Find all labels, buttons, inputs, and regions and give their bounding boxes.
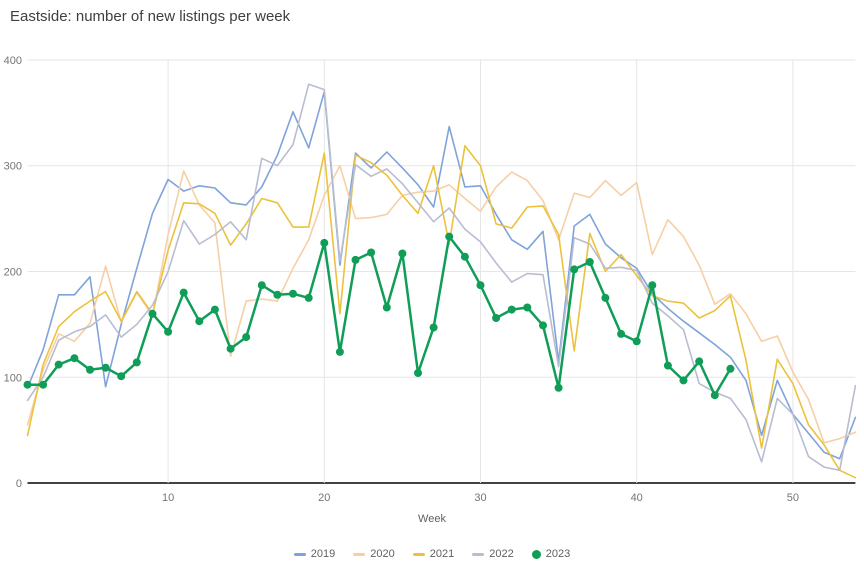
series-marker-2023 xyxy=(414,369,422,377)
series-marker-2023 xyxy=(273,290,282,299)
series-marker-2023 xyxy=(320,238,329,247)
series-line-2023 xyxy=(26,235,732,397)
series-marker-2023 xyxy=(86,365,94,374)
series-marker-2023 xyxy=(570,265,579,274)
series-marker-2023 xyxy=(679,376,688,385)
series-marker-2023 xyxy=(101,363,110,372)
x-tick-label: 20 xyxy=(318,492,330,504)
series-marker-2023 xyxy=(460,252,469,261)
series-marker-2023 xyxy=(23,380,32,389)
legend-item-2020[interactable]: 2020 xyxy=(353,548,395,560)
x-tick-label: 10 xyxy=(162,492,174,504)
series-marker-2023 xyxy=(695,357,704,366)
series-line-2021 xyxy=(26,144,857,479)
legend-label-2019: 2019 xyxy=(310,548,336,560)
series-marker-2023 xyxy=(70,354,79,363)
legend-line-swatch-2021 xyxy=(412,552,425,556)
series-marker-2023 xyxy=(398,249,407,258)
legend-label-2022: 2022 xyxy=(489,548,514,560)
series-marker-2023 xyxy=(195,317,204,326)
series-marker-2023 xyxy=(164,327,173,336)
chart-title: Eastside: number of new listings per wee… xyxy=(10,8,291,25)
series-marker-2023 xyxy=(382,303,391,312)
series-marker-2023 xyxy=(523,303,532,312)
legend-dot-swatch-2023 xyxy=(531,549,541,559)
y-tick-label: 300 xyxy=(4,161,22,173)
series-marker-2023 xyxy=(257,281,266,290)
x-tick-label: 40 xyxy=(631,492,643,504)
series-marker-2023 xyxy=(117,372,126,381)
series-marker-2023 xyxy=(554,383,563,392)
series-marker-2023 xyxy=(179,288,188,297)
series-marker-2023 xyxy=(663,361,672,370)
legend-line-swatch-2022 xyxy=(472,552,485,556)
legend-line-swatch-2020 xyxy=(353,552,366,556)
y-tick-label: 200 xyxy=(4,267,22,279)
series-line-2019 xyxy=(26,90,857,460)
legend-item-2022[interactable]: 2022 xyxy=(472,548,514,560)
series-marker-2023 xyxy=(210,305,219,314)
series-marker-2023 xyxy=(351,255,360,264)
x-tick-label: 50 xyxy=(787,492,799,504)
legend-line-swatch-2019 xyxy=(293,552,306,556)
legend-label-2020: 2020 xyxy=(370,548,395,560)
series-marker-2023 xyxy=(445,232,454,241)
series-marker-2023 xyxy=(617,329,626,338)
series-marker-2023 xyxy=(632,337,641,346)
series-marker-2023 xyxy=(507,305,516,314)
x-tick-label: 30 xyxy=(474,492,486,504)
legend-item-2019[interactable]: 2019 xyxy=(293,548,336,560)
series-marker-2023 xyxy=(648,281,657,290)
series-marker-2023 xyxy=(492,314,501,322)
series-marker-2023 xyxy=(429,323,438,332)
legend-label-2021: 2021 xyxy=(429,548,455,560)
series-marker-2023 xyxy=(289,289,297,298)
series-marker-2023 xyxy=(132,358,141,367)
line-chart-canvas: 0 100 200 300 400 10 20 30 40 50 xyxy=(4,55,857,504)
series-marker-2023 xyxy=(335,347,344,356)
series-marker-2023 xyxy=(39,380,48,389)
series-marker-2023 xyxy=(54,360,63,369)
y-tick-label: 0 xyxy=(16,478,22,490)
series-marker-2023 xyxy=(226,344,235,353)
series-line-2020 xyxy=(26,164,857,444)
chart-legend: 2019 2020 2021 2022 2023 xyxy=(0,548,864,560)
legend-label-2023: 2023 xyxy=(545,548,571,560)
x-axis-title: Week xyxy=(418,513,446,525)
series-marker-2023 xyxy=(367,248,376,257)
series-marker-2023 xyxy=(148,309,157,318)
series-marker-2023 xyxy=(710,391,719,400)
legend-item-2021[interactable]: 2021 xyxy=(412,548,455,560)
series-marker-2023 xyxy=(601,293,610,302)
series-marker-2023 xyxy=(476,281,485,290)
series-marker-2023 xyxy=(539,321,547,330)
series-marker-2023 xyxy=(242,333,251,342)
series-marker-2023 xyxy=(585,258,594,266)
legend-item-2023[interactable]: 2023 xyxy=(531,548,571,560)
series-marker-2023 xyxy=(304,293,313,302)
series-marker-2023 xyxy=(726,364,735,373)
y-tick-label: 400 xyxy=(4,55,22,67)
y-tick-label: 100 xyxy=(4,372,22,384)
